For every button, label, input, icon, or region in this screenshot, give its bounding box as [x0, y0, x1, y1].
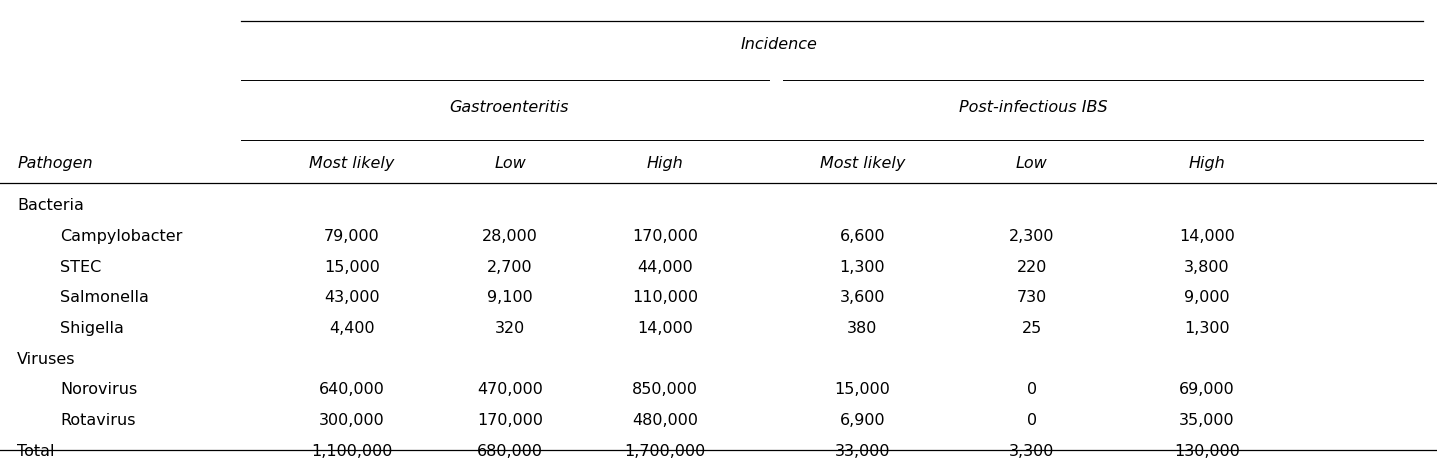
Text: Shigella: Shigella	[60, 321, 124, 336]
Text: Most likely: Most likely	[309, 156, 395, 171]
Text: 35,000: 35,000	[1180, 413, 1234, 428]
Text: STEC: STEC	[60, 260, 102, 275]
Text: 79,000: 79,000	[325, 229, 379, 244]
Text: 6,600: 6,600	[839, 229, 885, 244]
Text: 15,000: 15,000	[325, 260, 379, 275]
Text: Norovirus: Norovirus	[60, 382, 138, 397]
Text: 14,000: 14,000	[1180, 229, 1234, 244]
Text: 680,000: 680,000	[477, 444, 543, 459]
Text: 0: 0	[1026, 413, 1038, 428]
Text: 170,000: 170,000	[632, 229, 698, 244]
Text: Pathogen: Pathogen	[17, 156, 93, 171]
Text: 480,000: 480,000	[632, 413, 698, 428]
Text: High: High	[647, 156, 684, 171]
Text: 0: 0	[1026, 382, 1038, 397]
Text: Gastroenteritis: Gastroenteritis	[448, 100, 569, 115]
Text: 25: 25	[1022, 321, 1042, 336]
Text: 15,000: 15,000	[835, 382, 890, 397]
Text: 1,100,000: 1,100,000	[312, 444, 392, 459]
Text: 3,800: 3,800	[1184, 260, 1230, 275]
Text: 3,600: 3,600	[839, 290, 885, 306]
Text: 2,300: 2,300	[1009, 229, 1055, 244]
Text: 2,700: 2,700	[487, 260, 533, 275]
Text: Viruses: Viruses	[17, 351, 76, 367]
Text: 730: 730	[1016, 290, 1048, 306]
Text: 43,000: 43,000	[325, 290, 379, 306]
Text: 1,700,000: 1,700,000	[625, 444, 706, 459]
Text: 14,000: 14,000	[638, 321, 693, 336]
Text: 9,000: 9,000	[1184, 290, 1230, 306]
Text: 470,000: 470,000	[477, 382, 543, 397]
Text: 6,900: 6,900	[839, 413, 885, 428]
Text: Campylobacter: Campylobacter	[60, 229, 182, 244]
Text: 44,000: 44,000	[638, 260, 693, 275]
Text: Rotavirus: Rotavirus	[60, 413, 137, 428]
Text: 28,000: 28,000	[483, 229, 537, 244]
Text: 69,000: 69,000	[1180, 382, 1234, 397]
Text: 130,000: 130,000	[1174, 444, 1240, 459]
Text: 380: 380	[846, 321, 878, 336]
Text: Most likely: Most likely	[819, 156, 905, 171]
Text: 110,000: 110,000	[632, 290, 698, 306]
Text: 320: 320	[494, 321, 526, 336]
Text: 640,000: 640,000	[319, 382, 385, 397]
Text: 4,400: 4,400	[329, 321, 375, 336]
Text: 220: 220	[1016, 260, 1048, 275]
Text: 3,300: 3,300	[1009, 444, 1055, 459]
Text: 1,300: 1,300	[1184, 321, 1230, 336]
Text: Total: Total	[17, 444, 55, 459]
Text: 33,000: 33,000	[835, 444, 890, 459]
Text: 1,300: 1,300	[839, 260, 885, 275]
Text: Incidence: Incidence	[740, 37, 818, 52]
Text: Bacteria: Bacteria	[17, 198, 85, 213]
Text: 850,000: 850,000	[632, 382, 698, 397]
Text: High: High	[1188, 156, 1226, 171]
Text: 300,000: 300,000	[319, 413, 385, 428]
Text: 9,100: 9,100	[487, 290, 533, 306]
Text: Low: Low	[1016, 156, 1048, 171]
Text: 170,000: 170,000	[477, 413, 543, 428]
Text: Low: Low	[494, 156, 526, 171]
Text: Post-infectious IBS: Post-infectious IBS	[958, 100, 1108, 115]
Text: Salmonella: Salmonella	[60, 290, 149, 306]
